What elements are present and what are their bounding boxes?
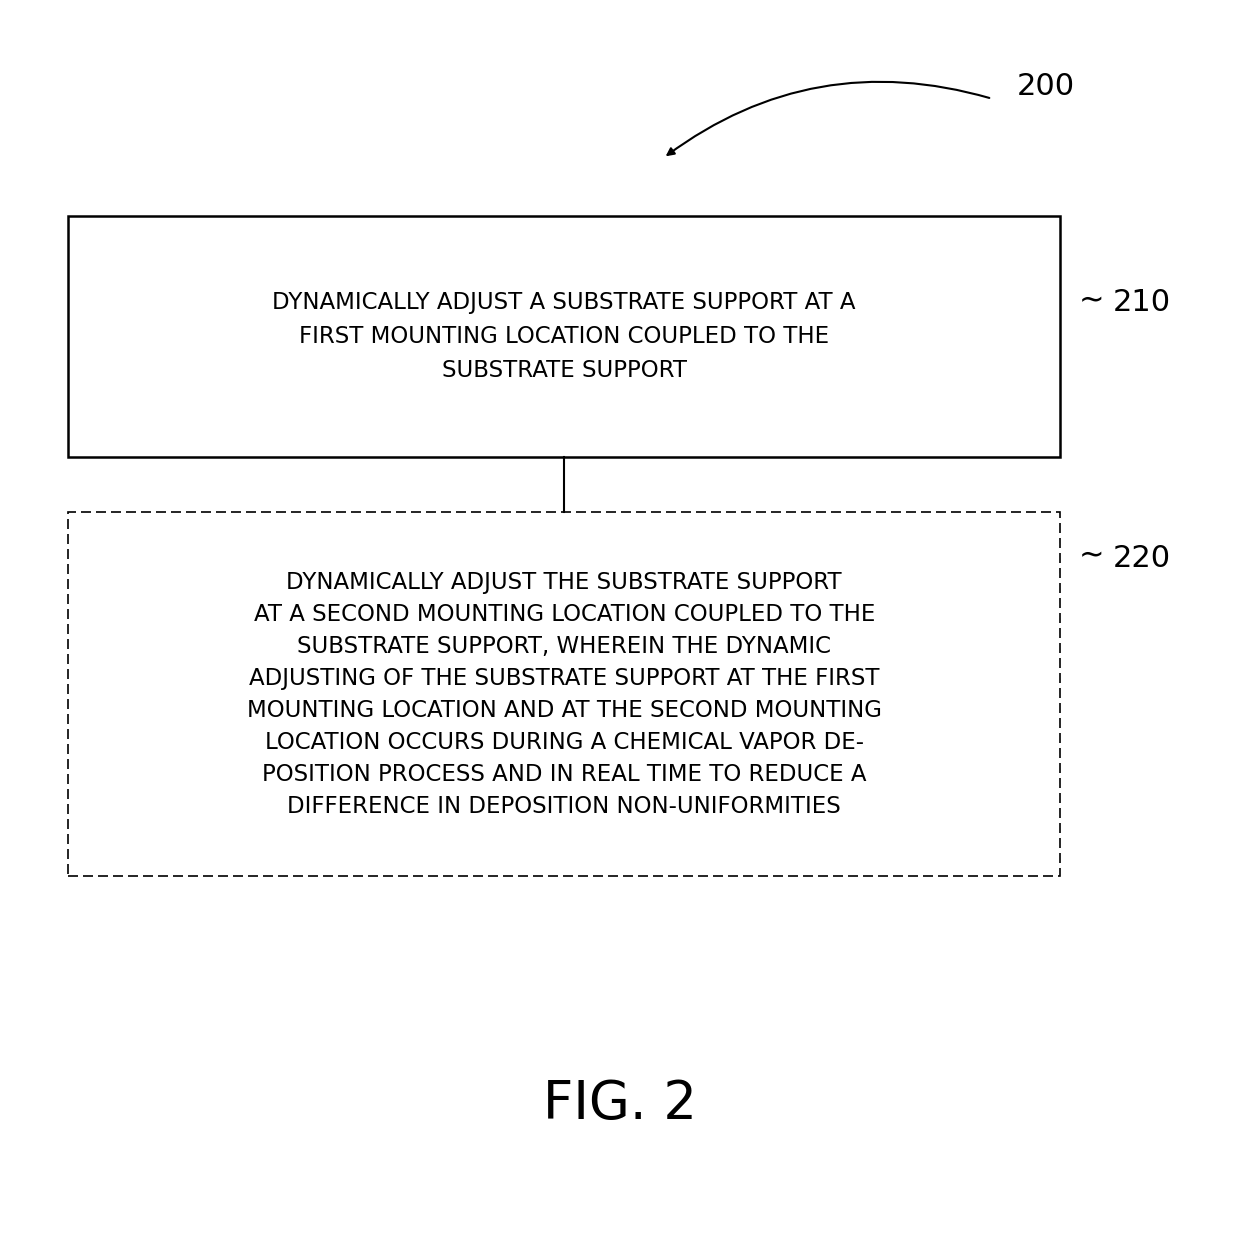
Text: ∼: ∼ — [1079, 542, 1105, 570]
Text: DYNAMICALLY ADJUST THE SUBSTRATE SUPPORT
AT A SECOND MOUNTING LOCATION COUPLED T: DYNAMICALLY ADJUST THE SUBSTRATE SUPPORT… — [247, 570, 882, 818]
Bar — [68, 216, 1060, 457]
Text: 210: 210 — [1112, 288, 1171, 317]
Bar — [68, 512, 1060, 876]
Text: FIG. 2: FIG. 2 — [543, 1079, 697, 1130]
FancyArrowPatch shape — [667, 81, 990, 155]
Text: ∼: ∼ — [1079, 285, 1105, 315]
Text: 220: 220 — [1112, 544, 1171, 573]
Text: DYNAMICALLY ADJUST A SUBSTRATE SUPPORT AT A
FIRST MOUNTING LOCATION COUPLED TO T: DYNAMICALLY ADJUST A SUBSTRATE SUPPORT A… — [273, 291, 856, 381]
Text: 200: 200 — [1017, 72, 1075, 101]
